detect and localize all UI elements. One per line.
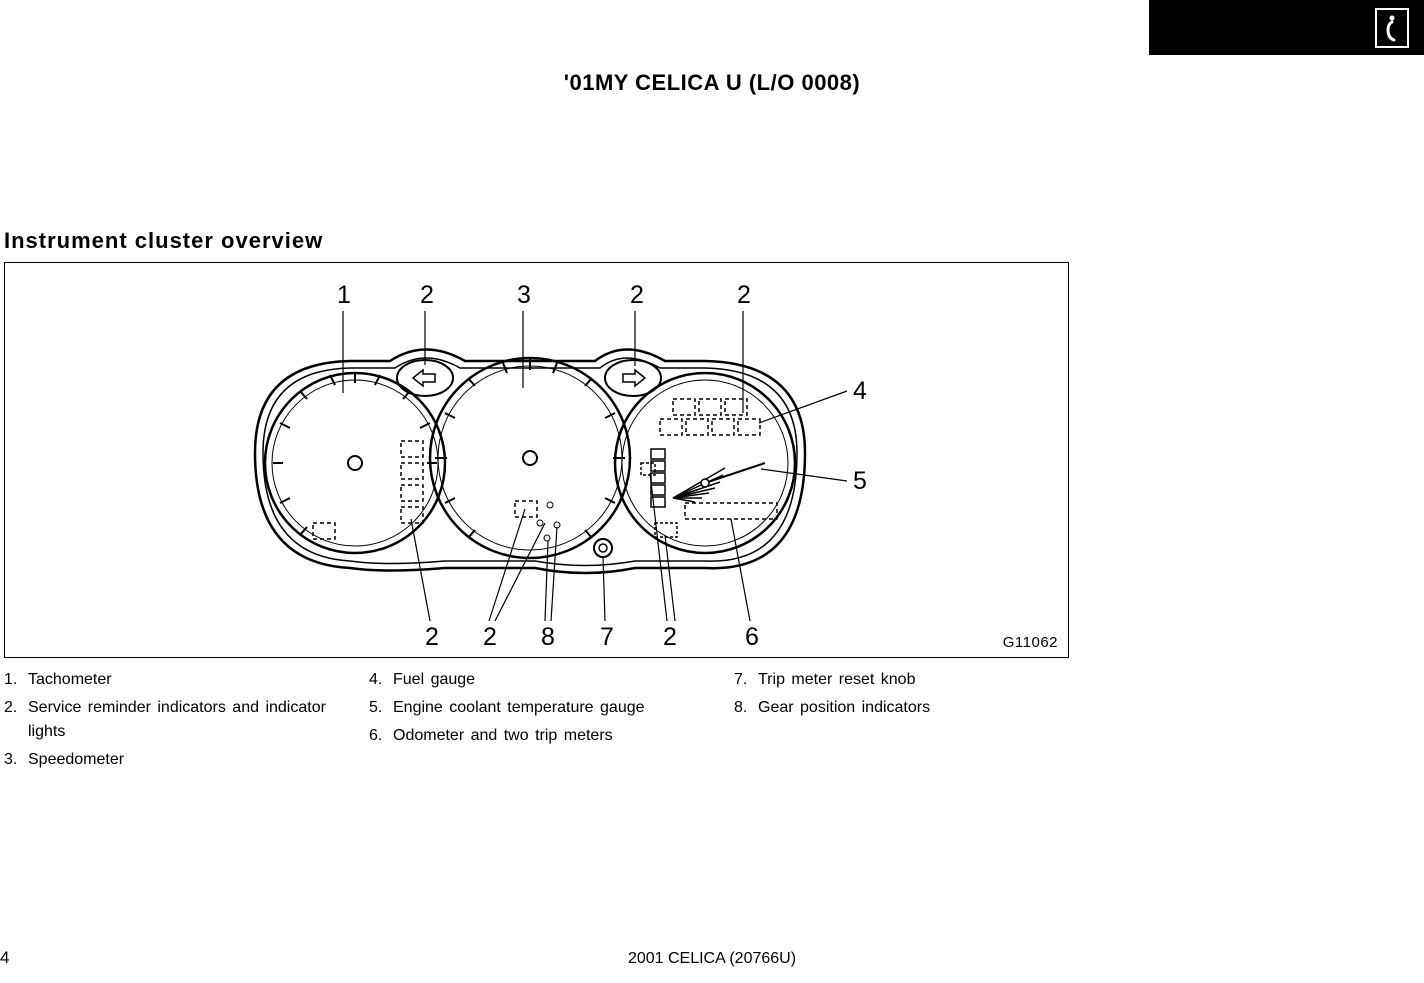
callout-8: 8 — [541, 623, 555, 651]
callout-2d: 2 — [425, 623, 439, 651]
legend-item: 1. Tachometer — [4, 668, 349, 692]
callout-2e: 2 — [483, 623, 497, 651]
legend-num: 7. — [734, 668, 758, 692]
callout-3: 3 — [517, 281, 531, 309]
callout-2c: 2 — [737, 281, 751, 309]
legend-item: 5. Engine coolant temperature gauge — [369, 696, 714, 720]
corner-icon — [1375, 8, 1409, 48]
legend: 1. Tachometer 2. Service reminder indica… — [4, 668, 1069, 776]
legend-item: 4. Fuel gauge — [369, 668, 714, 692]
callout-2f: 2 — [663, 623, 677, 651]
legend-item: 3. Speedometer — [4, 748, 349, 772]
legend-col-3: 7. Trip meter reset knob 8. Gear positio… — [734, 668, 1069, 776]
legend-col-2: 4. Fuel gauge 5. Engine coolant temperat… — [369, 668, 734, 776]
header-black-bar — [1149, 0, 1424, 55]
legend-num: 5. — [369, 696, 393, 720]
legend-text: Fuel gauge — [393, 668, 475, 692]
callout-7: 7 — [600, 623, 614, 651]
legend-num: 4. — [369, 668, 393, 692]
figure-frame: 1 2 3 2 2 4 5 2 2 8 7 2 6 G11062 — [4, 262, 1069, 658]
callout-5: 5 — [853, 467, 867, 495]
instrument-cluster-diagram: 1 2 3 2 2 4 5 2 2 8 7 2 6 — [5, 263, 1070, 659]
callout-6: 6 — [745, 623, 759, 651]
section-heading: Instrument cluster overview — [4, 228, 323, 254]
footer-text: 2001 CELICA (20766U) — [0, 950, 1424, 968]
document-header: '01MY CELICA U (L/O 0008) — [0, 70, 1424, 96]
legend-item: 7. Trip meter reset knob — [734, 668, 1049, 692]
legend-num: 6. — [369, 724, 393, 748]
legend-num: 8. — [734, 696, 758, 720]
legend-text: Trip meter reset knob — [758, 668, 915, 692]
legend-item: 2. Service reminder indicators and indic… — [4, 696, 349, 744]
legend-item: 8. Gear position indicators — [734, 696, 1049, 720]
legend-text: Engine coolant temperature gauge — [393, 696, 645, 720]
legend-num: 3. — [4, 748, 28, 772]
callout-2: 2 — [420, 281, 434, 309]
callout-2b: 2 — [630, 281, 644, 309]
callout-1: 1 — [337, 281, 351, 309]
callout-4: 4 — [853, 377, 867, 405]
legend-num: 2. — [4, 696, 28, 744]
legend-text: Odometer and two trip meters — [393, 724, 613, 748]
legend-text: Gear position indicators — [758, 696, 930, 720]
legend-text: Tachometer — [28, 668, 112, 692]
figure-code: G11062 — [1003, 634, 1058, 651]
legend-text: Speedometer — [28, 748, 124, 772]
legend-text: Service reminder indicators and indicato… — [28, 696, 349, 744]
legend-num: 1. — [4, 668, 28, 692]
legend-item: 6. Odometer and two trip meters — [369, 724, 714, 748]
legend-col-1: 1. Tachometer 2. Service reminder indica… — [4, 668, 369, 776]
